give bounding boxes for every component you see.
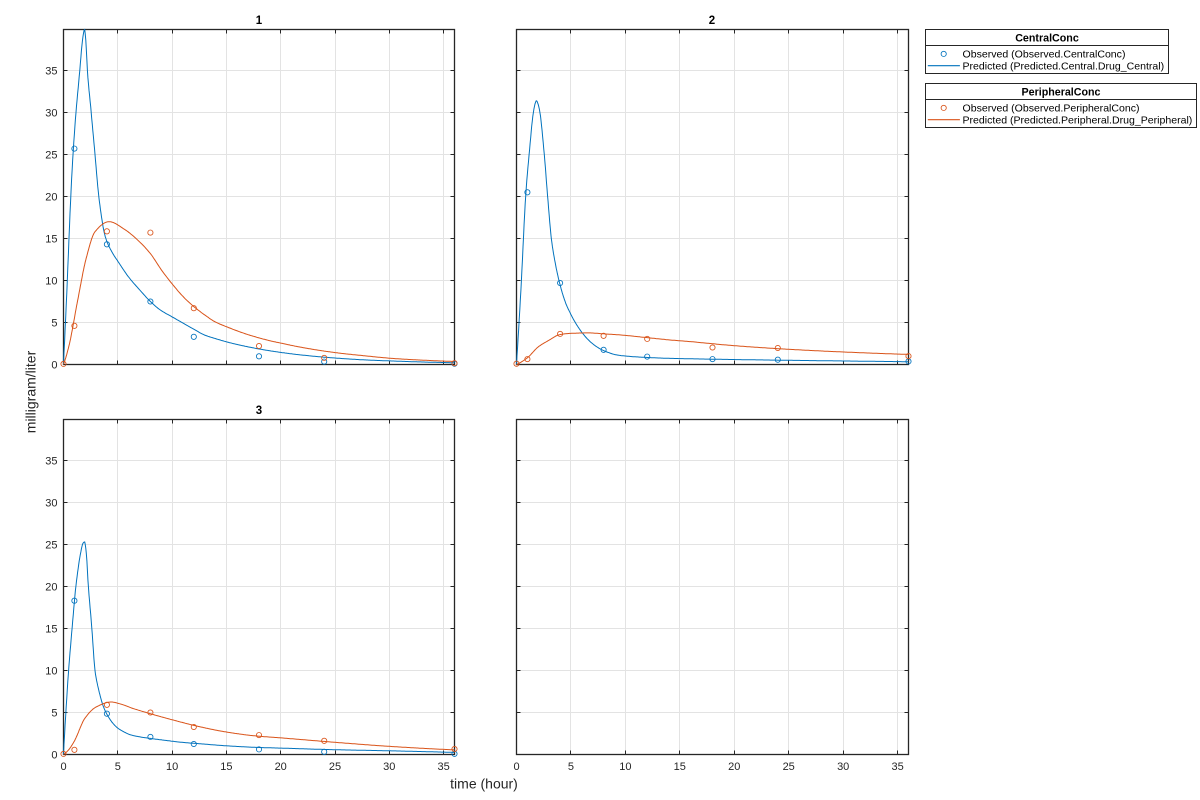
svg-text:30: 30 xyxy=(45,107,57,119)
svg-text:3: 3 xyxy=(256,405,262,417)
svg-text:30: 30 xyxy=(45,497,57,509)
svg-text:5: 5 xyxy=(51,707,57,719)
svg-text:Observed (Observed.CentralConc: Observed (Observed.CentralConc) xyxy=(963,49,1126,61)
svg-text:10: 10 xyxy=(166,761,178,773)
svg-text:5: 5 xyxy=(115,761,121,773)
svg-text:Predicted (Predicted.Periphera: Predicted (Predicted.Peripheral.Drug_Per… xyxy=(963,114,1193,126)
svg-text:15: 15 xyxy=(674,761,686,773)
svg-text:35: 35 xyxy=(45,455,57,467)
svg-text:0: 0 xyxy=(51,359,57,371)
svg-text:1: 1 xyxy=(256,15,263,27)
svg-text:20: 20 xyxy=(45,191,57,203)
svg-text:15: 15 xyxy=(45,233,57,245)
svg-text:35: 35 xyxy=(437,761,449,773)
svg-text:2: 2 xyxy=(709,15,715,27)
svg-text:Observed (Observed.PeripheralC: Observed (Observed.PeripheralConc) xyxy=(963,103,1140,115)
svg-text:15: 15 xyxy=(220,761,232,773)
svg-text:Predicted (Predicted.Central.D: Predicted (Predicted.Central.Drug_Centra… xyxy=(963,60,1165,72)
svg-text:20: 20 xyxy=(45,581,57,593)
svg-text:30: 30 xyxy=(383,761,395,773)
svg-text:30: 30 xyxy=(837,761,849,773)
svg-text:milligram/liter: milligram/liter xyxy=(23,350,39,433)
svg-text:PeripheralConc: PeripheralConc xyxy=(1022,86,1101,98)
svg-text:10: 10 xyxy=(619,761,631,773)
svg-text:15: 15 xyxy=(45,623,57,635)
svg-text:25: 25 xyxy=(45,539,57,551)
svg-text:10: 10 xyxy=(45,275,57,287)
svg-text:10: 10 xyxy=(45,665,57,677)
svg-text:25: 25 xyxy=(45,149,57,161)
svg-text:35: 35 xyxy=(891,761,903,773)
svg-text:20: 20 xyxy=(275,761,287,773)
svg-text:25: 25 xyxy=(783,761,795,773)
svg-text:0: 0 xyxy=(513,761,519,773)
svg-text:CentralConc: CentralConc xyxy=(1015,32,1079,44)
svg-text:0: 0 xyxy=(51,749,57,761)
svg-text:5: 5 xyxy=(51,317,57,329)
svg-text:35: 35 xyxy=(45,65,57,77)
svg-text:5: 5 xyxy=(568,761,574,773)
svg-text:time (hour): time (hour) xyxy=(450,776,518,792)
svg-text:0: 0 xyxy=(60,761,66,773)
svg-text:25: 25 xyxy=(329,761,341,773)
svg-text:20: 20 xyxy=(728,761,740,773)
